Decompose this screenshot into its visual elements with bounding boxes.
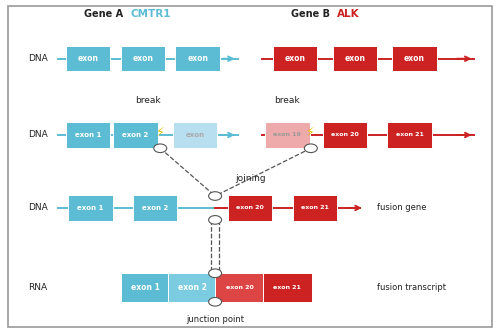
Text: exon 1: exon 1 bbox=[75, 132, 101, 138]
Text: joining: joining bbox=[234, 173, 266, 182]
FancyBboxPatch shape bbox=[292, 195, 337, 220]
Text: DNA: DNA bbox=[28, 54, 48, 63]
FancyBboxPatch shape bbox=[120, 273, 170, 302]
Text: break: break bbox=[274, 96, 300, 105]
Circle shape bbox=[208, 215, 222, 224]
Text: exon: exon bbox=[186, 132, 204, 138]
FancyBboxPatch shape bbox=[168, 273, 218, 302]
Text: junction point: junction point bbox=[186, 315, 244, 324]
Text: exon: exon bbox=[284, 54, 306, 63]
Text: exon 2: exon 2 bbox=[142, 205, 169, 211]
Text: Gene B: Gene B bbox=[291, 9, 330, 19]
FancyBboxPatch shape bbox=[332, 46, 377, 71]
Text: exon 20: exon 20 bbox=[226, 285, 254, 290]
FancyBboxPatch shape bbox=[113, 123, 158, 148]
FancyBboxPatch shape bbox=[66, 123, 110, 148]
Text: fusion transcript: fusion transcript bbox=[377, 283, 446, 292]
Text: exon 19: exon 19 bbox=[274, 133, 301, 138]
FancyBboxPatch shape bbox=[176, 46, 220, 71]
Text: exon 21: exon 21 bbox=[396, 133, 423, 138]
Circle shape bbox=[154, 144, 166, 153]
FancyBboxPatch shape bbox=[388, 123, 432, 148]
Text: exon: exon bbox=[344, 54, 365, 63]
Text: break: break bbox=[135, 96, 160, 105]
Text: exon: exon bbox=[404, 54, 425, 63]
Text: exon: exon bbox=[132, 54, 154, 63]
Text: exon: exon bbox=[78, 54, 98, 63]
Text: exon 21: exon 21 bbox=[301, 205, 329, 210]
Text: exon 20: exon 20 bbox=[331, 133, 358, 138]
Text: fusion gene: fusion gene bbox=[377, 203, 426, 212]
Text: exon 21: exon 21 bbox=[274, 285, 301, 290]
Circle shape bbox=[208, 192, 222, 200]
FancyBboxPatch shape bbox=[133, 195, 178, 220]
FancyBboxPatch shape bbox=[216, 273, 264, 302]
FancyBboxPatch shape bbox=[66, 46, 110, 71]
Text: ⚡: ⚡ bbox=[306, 125, 315, 138]
Circle shape bbox=[304, 144, 318, 153]
Text: exon 1: exon 1 bbox=[78, 205, 104, 211]
Text: CMTR1: CMTR1 bbox=[130, 9, 171, 19]
FancyBboxPatch shape bbox=[228, 195, 272, 220]
FancyBboxPatch shape bbox=[272, 46, 317, 71]
FancyBboxPatch shape bbox=[265, 123, 310, 148]
Text: DNA: DNA bbox=[28, 203, 48, 212]
FancyBboxPatch shape bbox=[8, 6, 492, 327]
Text: Gene A: Gene A bbox=[84, 9, 123, 19]
FancyBboxPatch shape bbox=[322, 123, 367, 148]
Text: exon 2: exon 2 bbox=[178, 283, 207, 292]
FancyBboxPatch shape bbox=[262, 273, 312, 302]
Circle shape bbox=[208, 297, 222, 306]
Text: exon 2: exon 2 bbox=[122, 132, 148, 138]
FancyBboxPatch shape bbox=[392, 46, 436, 71]
Circle shape bbox=[208, 269, 222, 278]
FancyBboxPatch shape bbox=[173, 123, 218, 148]
Text: RNA: RNA bbox=[28, 283, 47, 292]
Text: ⚡: ⚡ bbox=[156, 125, 164, 138]
Text: exon 1: exon 1 bbox=[131, 283, 160, 292]
Text: exon 20: exon 20 bbox=[236, 205, 264, 210]
Text: ALK: ALK bbox=[338, 9, 360, 19]
FancyBboxPatch shape bbox=[120, 46, 165, 71]
Text: DNA: DNA bbox=[28, 131, 48, 140]
FancyBboxPatch shape bbox=[68, 195, 112, 220]
Text: exon: exon bbox=[187, 54, 208, 63]
